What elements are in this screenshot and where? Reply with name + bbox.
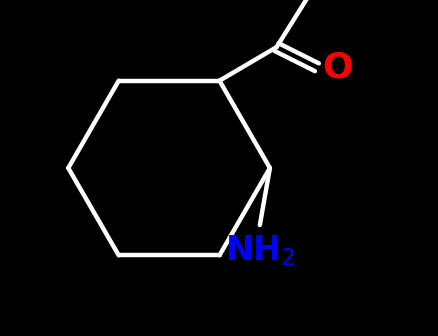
Text: O: O [321,50,352,84]
Text: NH$_2$: NH$_2$ [224,234,294,268]
